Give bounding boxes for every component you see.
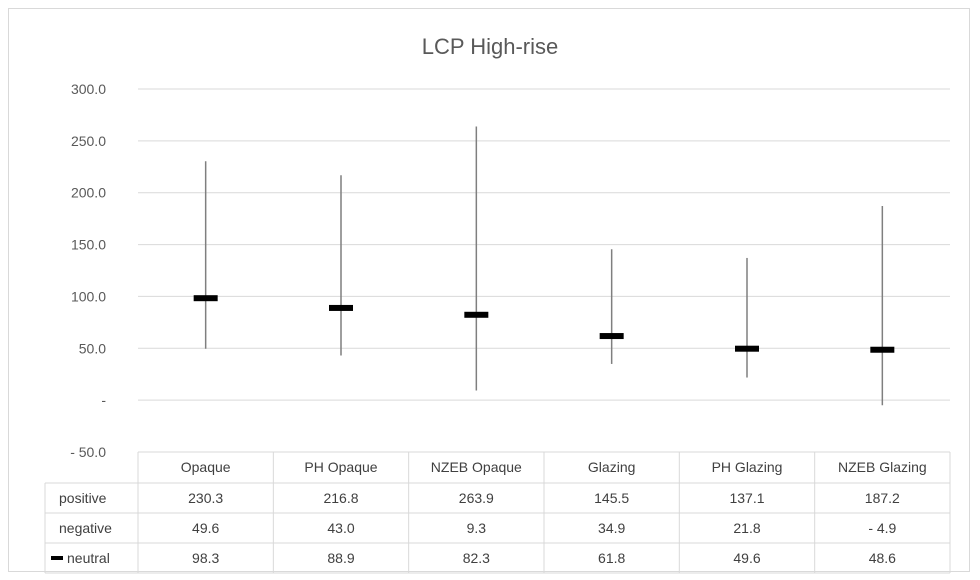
data-value: 48.6	[869, 550, 896, 566]
category-label: Glazing	[588, 459, 635, 475]
data-value: 21.8	[733, 520, 760, 536]
data-value: 230.3	[188, 490, 223, 506]
category-label: PH Glazing	[712, 459, 783, 475]
category-label: Opaque	[181, 459, 231, 475]
y-tick-label: - 50.0	[70, 444, 106, 460]
y-tick-label: 250.0	[71, 133, 106, 149]
data-value: 216.8	[323, 490, 358, 506]
data-value: 34.9	[598, 520, 625, 536]
y-tick-label: 150.0	[71, 237, 106, 253]
data-value: 49.6	[733, 550, 760, 566]
series-name: positive	[59, 490, 107, 506]
legend-key-neutral	[51, 556, 63, 560]
y-tick-label: 100.0	[71, 288, 106, 304]
data-value: 137.1	[729, 490, 764, 506]
neutral-marker	[329, 304, 353, 311]
data-value: 49.6	[192, 520, 219, 536]
data-value: - 4.9	[868, 520, 896, 536]
data-value: 98.3	[192, 550, 219, 566]
data-value: 145.5	[594, 490, 629, 506]
neutral-marker	[599, 333, 624, 340]
series-name: negative	[59, 520, 112, 536]
y-tick-label: -	[101, 392, 106, 408]
series-name: neutral	[67, 550, 110, 566]
data-value: 9.3	[467, 520, 487, 536]
category-label: NZEB Opaque	[431, 459, 522, 475]
neutral-marker	[735, 345, 759, 352]
data-value: 82.3	[463, 550, 490, 566]
data-value: 61.8	[598, 550, 625, 566]
data-value: 263.9	[459, 490, 494, 506]
data-value: 187.2	[865, 490, 900, 506]
data-value: 88.9	[327, 550, 354, 566]
neutral-marker	[193, 295, 218, 302]
data-value: 43.0	[327, 520, 354, 536]
y-tick-label: 50.0	[79, 340, 106, 356]
category-label: PH Opaque	[304, 459, 377, 475]
category-label: NZEB Glazing	[838, 459, 927, 475]
chart-title: LCP High-rise	[421, 34, 559, 59]
y-tick-label: 300.0	[71, 81, 106, 97]
y-tick-label: 200.0	[71, 185, 106, 201]
chart-frame	[8, 8, 970, 572]
neutral-marker	[464, 311, 489, 318]
neutral-marker	[870, 346, 895, 353]
